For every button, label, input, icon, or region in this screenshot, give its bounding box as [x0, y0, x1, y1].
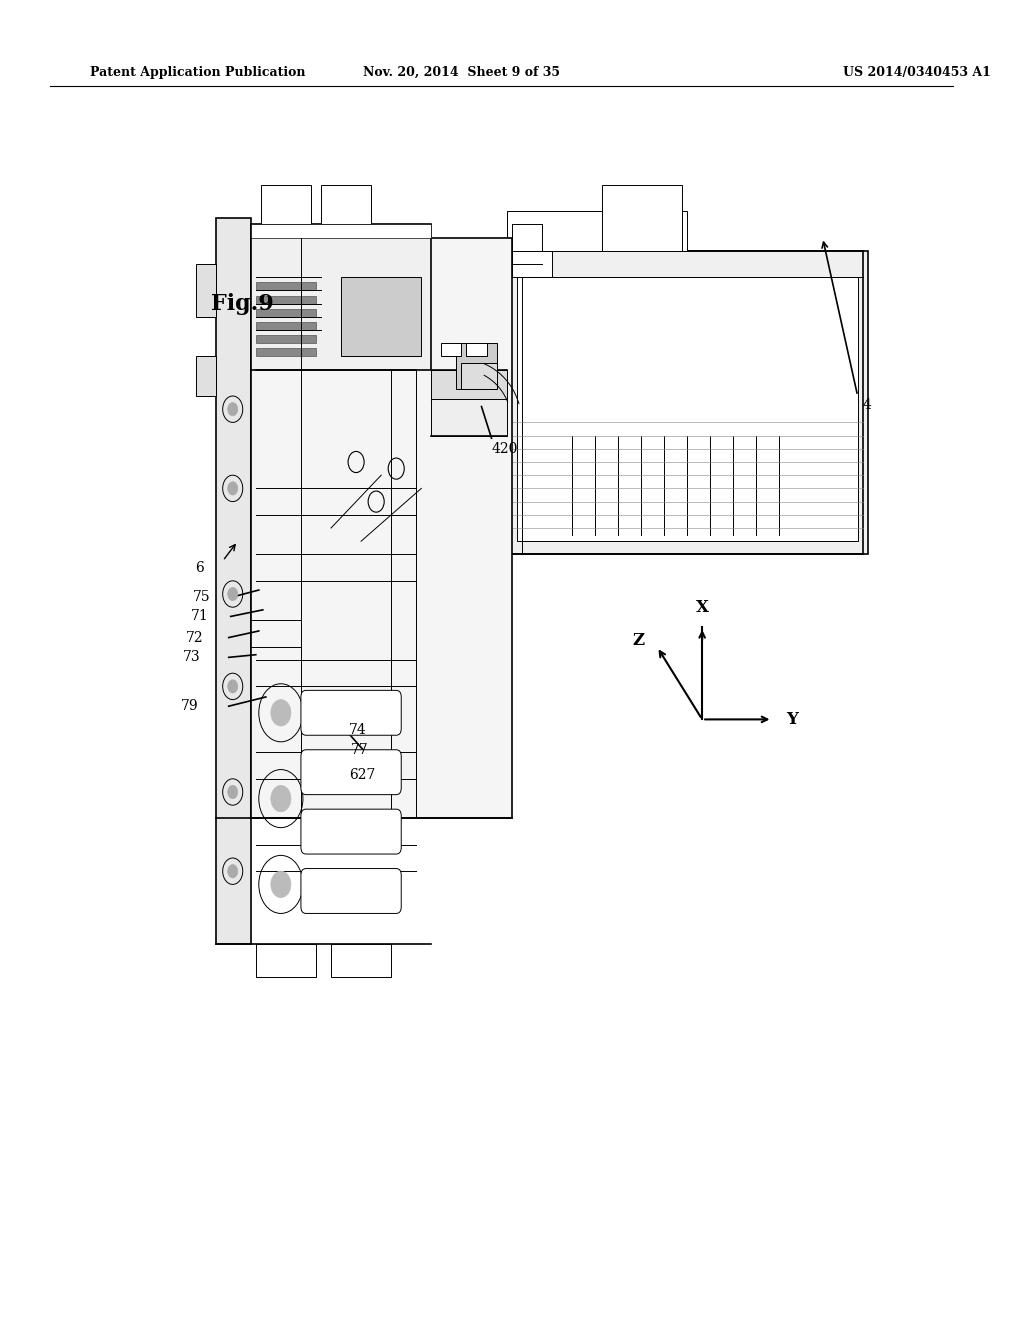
Text: US 2014/0340453 A1: US 2014/0340453 A1: [843, 66, 990, 79]
Circle shape: [227, 680, 238, 693]
Bar: [457, 343, 497, 389]
Text: 6: 6: [196, 561, 205, 574]
Bar: [512, 251, 552, 277]
Bar: [331, 944, 391, 977]
Circle shape: [227, 587, 238, 601]
Bar: [507, 211, 687, 251]
Bar: [507, 251, 867, 554]
Bar: [321, 185, 371, 224]
Bar: [251, 224, 431, 370]
Text: 77: 77: [351, 743, 369, 756]
Bar: [196, 264, 216, 317]
Circle shape: [227, 865, 238, 878]
Circle shape: [270, 871, 291, 898]
Circle shape: [227, 785, 238, 799]
Bar: [467, 343, 486, 356]
Text: 71: 71: [190, 610, 208, 623]
Text: Nov. 20, 2014  Sheet 9 of 35: Nov. 20, 2014 Sheet 9 of 35: [362, 66, 560, 79]
Text: 420: 420: [492, 442, 518, 455]
Bar: [251, 224, 431, 238]
Bar: [602, 185, 682, 251]
Bar: [431, 399, 507, 436]
Text: X: X: [695, 599, 709, 615]
Text: Fig.9: Fig.9: [211, 293, 273, 314]
FancyBboxPatch shape: [301, 750, 401, 795]
Bar: [256, 335, 316, 343]
Text: Y: Y: [786, 711, 799, 727]
Bar: [256, 309, 316, 317]
Bar: [256, 296, 316, 304]
Circle shape: [270, 700, 291, 726]
Bar: [441, 343, 462, 356]
Text: 73: 73: [182, 651, 200, 664]
Text: 627: 627: [349, 768, 376, 781]
Bar: [261, 185, 311, 224]
Bar: [216, 218, 251, 944]
Bar: [256, 322, 316, 330]
FancyBboxPatch shape: [301, 809, 401, 854]
Circle shape: [227, 403, 238, 416]
Text: Z: Z: [633, 632, 645, 648]
Bar: [256, 348, 316, 356]
Bar: [462, 363, 497, 389]
Bar: [256, 282, 316, 290]
Text: Patent Application Publication: Patent Application Publication: [90, 66, 306, 79]
Circle shape: [270, 785, 291, 812]
FancyBboxPatch shape: [301, 869, 401, 913]
Text: 72: 72: [185, 631, 203, 644]
Text: 79: 79: [180, 700, 199, 713]
Bar: [256, 944, 316, 977]
Text: 75: 75: [193, 590, 210, 603]
Bar: [251, 238, 512, 818]
Bar: [516, 277, 858, 541]
Text: 74: 74: [349, 723, 367, 737]
Bar: [341, 277, 421, 356]
Bar: [196, 356, 216, 396]
Circle shape: [227, 482, 238, 495]
Bar: [431, 370, 507, 403]
FancyBboxPatch shape: [301, 690, 401, 735]
Text: 4: 4: [862, 399, 871, 412]
